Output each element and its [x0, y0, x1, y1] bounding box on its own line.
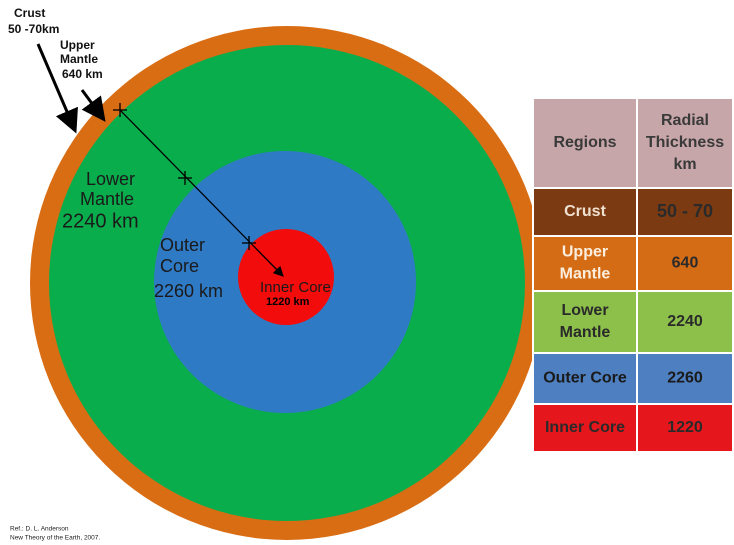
- boundary-ticks: [113, 103, 256, 250]
- outer-core-label: Core: [160, 256, 199, 276]
- table-cell: [532, 352, 638, 405]
- table-cell-text: 2240: [667, 313, 703, 330]
- inner-core-layer: [238, 229, 334, 325]
- table-cell-text: Inner Core: [545, 419, 625, 436]
- outer-core-label: Outer: [160, 235, 205, 255]
- table-cell: [636, 235, 734, 292]
- upper-mantle-label: Mantle: [60, 52, 98, 66]
- upper-mantle-arrow: [80, 89, 106, 122]
- table-cell: [532, 290, 638, 354]
- table-cell: [532, 187, 638, 237]
- crust-arrow: [36, 43, 78, 134]
- table-header: km: [673, 156, 696, 173]
- radius-line: [119, 109, 284, 277]
- table-cell: [636, 187, 734, 237]
- table-cell-text: Outer Core: [543, 370, 627, 387]
- table-cell-text: Mantle: [560, 266, 611, 283]
- crust-thickness: 50 -70km: [8, 22, 59, 36]
- table-cell: [532, 235, 638, 292]
- table-cell-text: Lower: [561, 302, 608, 319]
- lower-mantle-label: Lower: [86, 169, 135, 189]
- outer-core-thickness: 2260 km: [154, 281, 223, 301]
- reference: New Theory of the Earth, 2007.: [10, 535, 100, 542]
- table-header: Regions: [553, 134, 616, 151]
- crust-label: Crust: [14, 6, 45, 20]
- lower-mantle-label: Mantle: [80, 189, 134, 209]
- reference: Ref.: D. L. Anderson: [10, 526, 69, 533]
- earth-diagram: Crust 50 -70km Upper Mantle 640 km Lower…: [8, 6, 544, 540]
- table-cell: [636, 97, 734, 189]
- lower-mantle-thickness: 2240 km: [62, 210, 139, 232]
- table-cell-text: Crust: [564, 203, 606, 220]
- thickness-table: Regions Radial Thickness km Crust 50 - 70 Uppe…: [532, 97, 734, 453]
- table-cell-text: Upper: [562, 244, 608, 261]
- table-cell: [636, 403, 734, 453]
- table-header: Thickness: [646, 134, 724, 151]
- upper-mantle-thickness: 640 km: [62, 67, 103, 81]
- inner-core-label: Inner Core: [260, 279, 331, 296]
- table-cell-text: 50 - 70: [657, 201, 713, 221]
- inner-core-thickness: 1220 km: [266, 296, 310, 308]
- upper-mantle-label: Upper: [60, 38, 95, 52]
- table-cell-text: Mantle: [560, 324, 611, 341]
- table-cell-text: 1220: [667, 419, 703, 436]
- table-cell: [532, 403, 638, 453]
- table-cell-text: 2260: [667, 370, 703, 387]
- table-cell-text: 640: [672, 255, 699, 272]
- table-header: Radial: [661, 112, 709, 129]
